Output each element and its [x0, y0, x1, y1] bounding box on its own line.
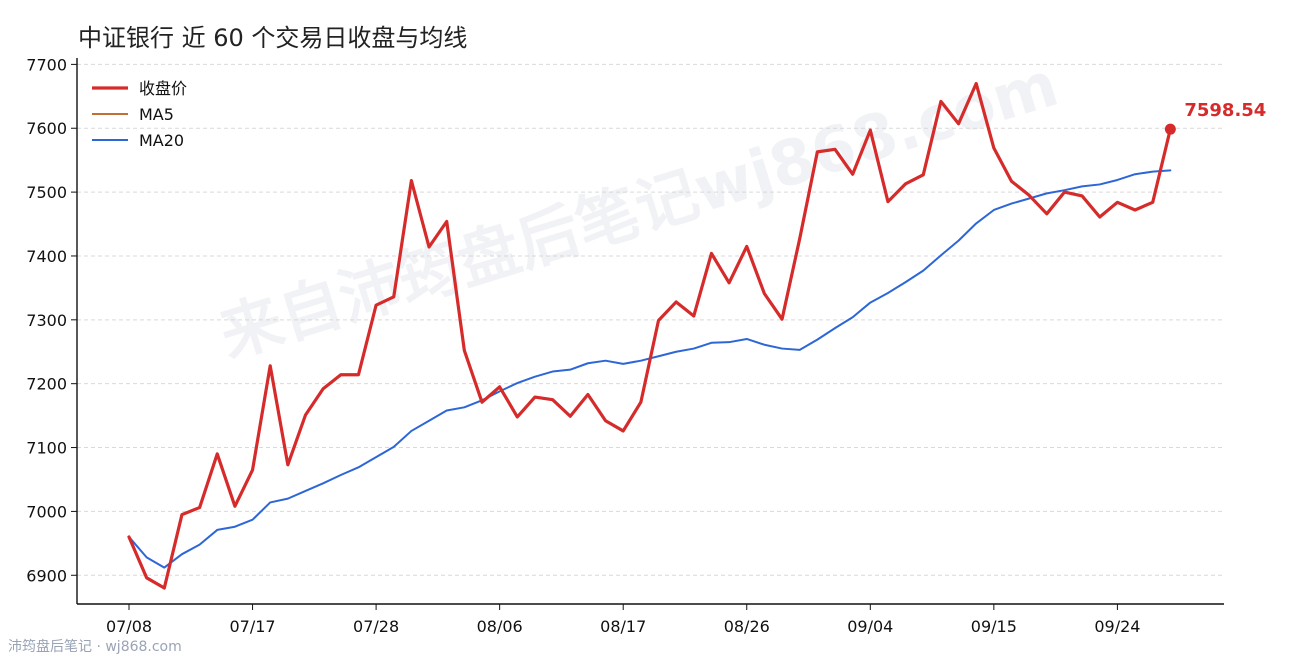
last-close-point [1164, 123, 1176, 135]
legend-label: MA20 [139, 131, 184, 150]
last-close-label: 7598.54 [1184, 100, 1266, 121]
x-tick-label: 09/04 [847, 617, 893, 636]
y-tick-label: 7300 [26, 311, 67, 330]
y-tick-label: 7000 [26, 502, 67, 521]
y-tick-label: 7400 [26, 247, 67, 266]
watermark-text: 来自沛筠盘后笔记wj868.com [211, 47, 1066, 372]
legend-label: 收盘价 [139, 79, 187, 98]
x-tick-label: 08/26 [724, 617, 770, 636]
x-tick-label: 07/08 [106, 617, 152, 636]
x-tick-label: 08/17 [600, 617, 646, 636]
legend-label: MA5 [139, 105, 174, 124]
y-tick-label: 7700 [26, 55, 67, 74]
x-tick-label: 07/28 [353, 617, 399, 636]
y-tick-label: 7100 [26, 439, 67, 458]
series-line-收盘价 [127, 81, 1172, 590]
y-tick-label: 7600 [26, 119, 67, 138]
x-tick-label: 09/24 [1094, 617, 1140, 636]
x-tick-label: 07/17 [229, 617, 275, 636]
y-tick-label: 7500 [26, 183, 67, 202]
chart-title: 中证银行 近 60 个交易日收盘与均线 [78, 24, 468, 52]
y-tick-label: 6900 [26, 566, 67, 585]
x-tick-label: 08/06 [477, 617, 523, 636]
y-tick-label: 7200 [26, 375, 67, 394]
footer-credit: 沛筠盘后笔记 · wj868.com [8, 639, 182, 655]
x-tick-label: 09/15 [971, 617, 1017, 636]
